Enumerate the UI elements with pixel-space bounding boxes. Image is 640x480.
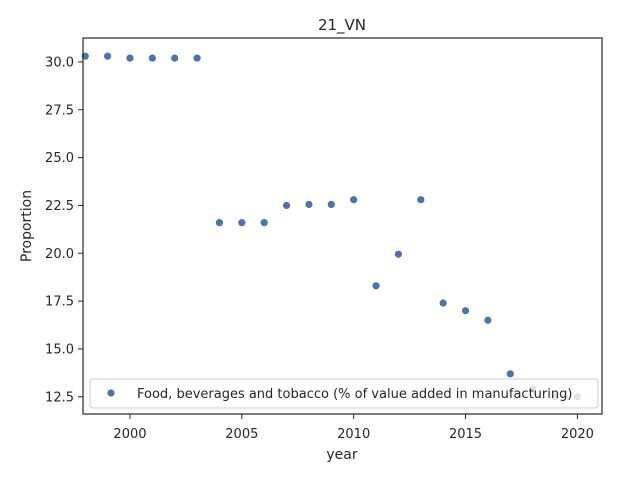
data-point <box>148 54 156 62</box>
y-axis-ticks: 12.5 15.0 17.5 20.0 22.5 25.0 27.5 30.0 <box>45 55 83 405</box>
y-tick-label: 22.5 <box>45 199 74 214</box>
data-point <box>282 201 291 210</box>
y-tick-label: 30.0 <box>45 55 74 70</box>
data-point <box>417 196 425 204</box>
y-tick-label: 20.0 <box>45 247 74 262</box>
x-axis-label: year <box>326 447 357 463</box>
data-point <box>260 219 268 227</box>
data-point <box>126 54 134 62</box>
y-tick-label: 27.5 <box>45 103 74 118</box>
x-tick-label: 2005 <box>225 427 258 442</box>
legend: Food, beverages and tobacco (% of value … <box>89 378 599 409</box>
data-point <box>461 307 470 315</box>
legend-marker <box>107 389 115 397</box>
y-tick-label: 12.5 <box>45 390 74 405</box>
data-point <box>193 54 201 62</box>
x-axis-ticks: 2000 2005 2010 2015 2020 <box>113 414 594 442</box>
x-tick-label: 2010 <box>337 427 370 442</box>
legend-label: Food, beverages and tobacco (% of value … <box>137 387 572 402</box>
data-point <box>350 196 358 204</box>
plot-frame <box>82 37 603 415</box>
x-tick-label: 2015 <box>449 427 482 442</box>
chart-title: 21_VN <box>318 16 366 35</box>
data-point <box>394 250 403 258</box>
y-axis-label: Proportion <box>19 190 35 262</box>
y-tick-label: 25.0 <box>45 151 74 166</box>
x-tick-label: 2000 <box>113 427 146 442</box>
data-point <box>215 219 224 227</box>
data-point <box>305 200 313 209</box>
data-point <box>238 219 246 227</box>
data-point <box>506 370 514 378</box>
data-point <box>104 52 112 60</box>
y-tick-label: 15.0 <box>45 342 74 357</box>
data-point <box>171 54 179 62</box>
legend-box <box>89 378 599 409</box>
data-point <box>439 299 447 307</box>
data-point <box>372 282 380 290</box>
x-tick-label: 2020 <box>561 427 594 442</box>
data-point <box>327 200 335 209</box>
data-point <box>484 316 492 324</box>
y-tick-label: 17.5 <box>45 295 74 310</box>
